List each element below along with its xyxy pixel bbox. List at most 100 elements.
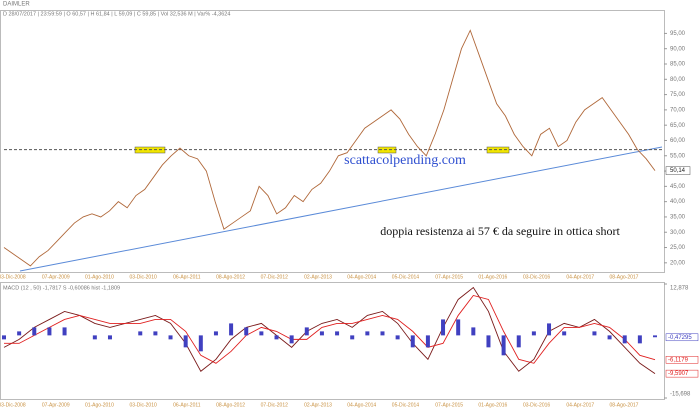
histogram-bar — [153, 331, 158, 336]
y-tick-label: 12,878 — [670, 286, 689, 292]
histogram-bar — [304, 327, 309, 336]
y-tick-label: 45,00 — [670, 184, 686, 190]
y-tick-label: 70,00 — [670, 107, 686, 113]
histogram-bar — [2, 335, 6, 340]
histogram-bar — [486, 335, 491, 348]
annotation: doppia resistenza ai 57 € da seguire in … — [380, 224, 620, 238]
x-tick-label: 03-Dic-2008 — [0, 274, 26, 280]
x-tick-label: 06-Apr-2011 — [173, 274, 201, 280]
last-value-label: -0,47295 — [668, 335, 692, 341]
histogram-bar — [637, 335, 642, 344]
histogram-bar — [17, 331, 22, 336]
x-tick-label: 01-Ago-2016 — [478, 274, 507, 280]
histogram-bar — [592, 331, 597, 336]
y-tick-label: -15,698 — [670, 392, 691, 398]
histogram-bar — [516, 335, 521, 348]
last-price-box — [665, 166, 691, 175]
macd-line — [3, 286, 656, 375]
histogram-bar — [213, 331, 218, 336]
macd-panel — [0, 282, 665, 400]
y-tick-label: 75,00 — [670, 92, 686, 98]
macd-line — [4, 294, 656, 364]
histogram-bar — [456, 319, 461, 336]
x-tick-label: 07-Apr-2015 — [435, 274, 463, 280]
histogram-bar — [441, 319, 446, 336]
histogram-bar — [274, 335, 279, 340]
histogram-bar — [562, 331, 567, 336]
histogram-bar — [183, 335, 188, 348]
x-tick-label: 03-Dic-2016 — [523, 274, 550, 280]
y-tick-label: 80,00 — [670, 77, 686, 83]
macd-title: MACD (12 , 50) -1,7817 S -0,60086 hist -… — [3, 285, 120, 291]
histogram-bar — [350, 335, 355, 340]
price-line — [3, 29, 656, 267]
y-tick-label: 65,00 — [670, 123, 686, 129]
x-tick-label: 02-Apr-2013 — [304, 402, 332, 408]
y-tick-label: 95,00 — [670, 31, 686, 37]
y-tick-label: 55,00 — [670, 153, 686, 159]
histogram-bar — [365, 331, 370, 336]
y-tick-label: 40,00 — [670, 199, 686, 205]
histogram-bar — [198, 335, 203, 352]
x-tick-label: 04-Apr-2017 — [566, 402, 594, 408]
histogram-bar — [425, 335, 430, 348]
histogram-bar — [531, 331, 536, 336]
chart-title: DAIMLER — [3, 2, 30, 8]
x-tick-label: 08-Ago-2012 — [216, 274, 245, 280]
x-tick-label: 04-Ago-2014 — [347, 274, 376, 280]
histogram-bar — [622, 335, 627, 344]
x-tick-label: 08-Ago-2017 — [610, 402, 639, 408]
x-tick-label: 04-Ago-2014 — [347, 402, 376, 408]
histogram-bar — [62, 327, 67, 336]
histogram-bar — [607, 335, 612, 340]
x-tick-label: 07-Apr-2015 — [435, 402, 463, 408]
last-value-box — [665, 369, 699, 378]
x-tick-label: 07-Dic-2012 — [261, 402, 288, 408]
y-tick-label: 25,00 — [670, 245, 686, 251]
last-value-box — [665, 333, 699, 342]
trendline — [19, 146, 663, 272]
histogram-bar — [501, 335, 506, 356]
histogram-bar — [229, 323, 234, 336]
x-tick-label: 03-Dic-2010 — [130, 402, 157, 408]
y-tick-label: 30,00 — [670, 230, 686, 236]
x-tick-label: 05-Dic-2014 — [392, 274, 419, 280]
x-tick-label: 08-Ago-2012 — [216, 402, 245, 408]
histogram-bar — [32, 327, 37, 336]
x-tick-label: 03-Dic-2016 — [523, 402, 550, 408]
histogram-bar — [410, 335, 415, 348]
histogram-bar — [653, 335, 657, 338]
histogram-bar — [138, 331, 143, 336]
x-tick-label: 04-Apr-2017 — [566, 274, 594, 280]
histogram-bar — [47, 327, 52, 336]
x-tick-label: 01-Ago-2010 — [85, 402, 114, 408]
x-tick-label: 05-Dic-2014 — [392, 402, 419, 408]
y-tick-label: 85,00 — [670, 62, 686, 68]
histogram-bar — [259, 331, 264, 336]
histogram-bar — [547, 323, 552, 336]
histogram-bar — [107, 335, 112, 340]
last-value-box — [665, 356, 699, 364]
last-value-label: -9,5907 — [668, 371, 689, 377]
x-tick-label: 03-Dic-2008 — [0, 402, 26, 408]
price-panel — [0, 10, 665, 273]
histogram-bar — [395, 335, 400, 340]
histogram-bar — [380, 331, 385, 336]
histogram-bar — [244, 327, 249, 336]
y-tick-label: 20,00 — [670, 260, 686, 266]
last-price-label: 50,14 — [670, 168, 686, 174]
x-tick-label: 07-Apr-2009 — [42, 274, 70, 280]
y-tick-label: 35,00 — [670, 215, 686, 221]
x-tick-label: 03-Dic-2010 — [130, 274, 157, 280]
x-tick-label: 07-Apr-2009 — [42, 402, 70, 408]
y-tick-label: 90,00 — [670, 46, 686, 52]
histogram-bar — [92, 335, 97, 340]
histogram-bar — [471, 327, 476, 336]
y-tick-label: 60,00 — [670, 138, 686, 144]
histogram-bar — [289, 335, 294, 344]
histogram-bar — [168, 335, 173, 340]
x-tick-label: 02-Apr-2013 — [304, 274, 332, 280]
x-tick-label: 07-Dic-2012 — [261, 274, 288, 280]
x-tick-label: 01-Ago-2010 — [85, 274, 114, 280]
